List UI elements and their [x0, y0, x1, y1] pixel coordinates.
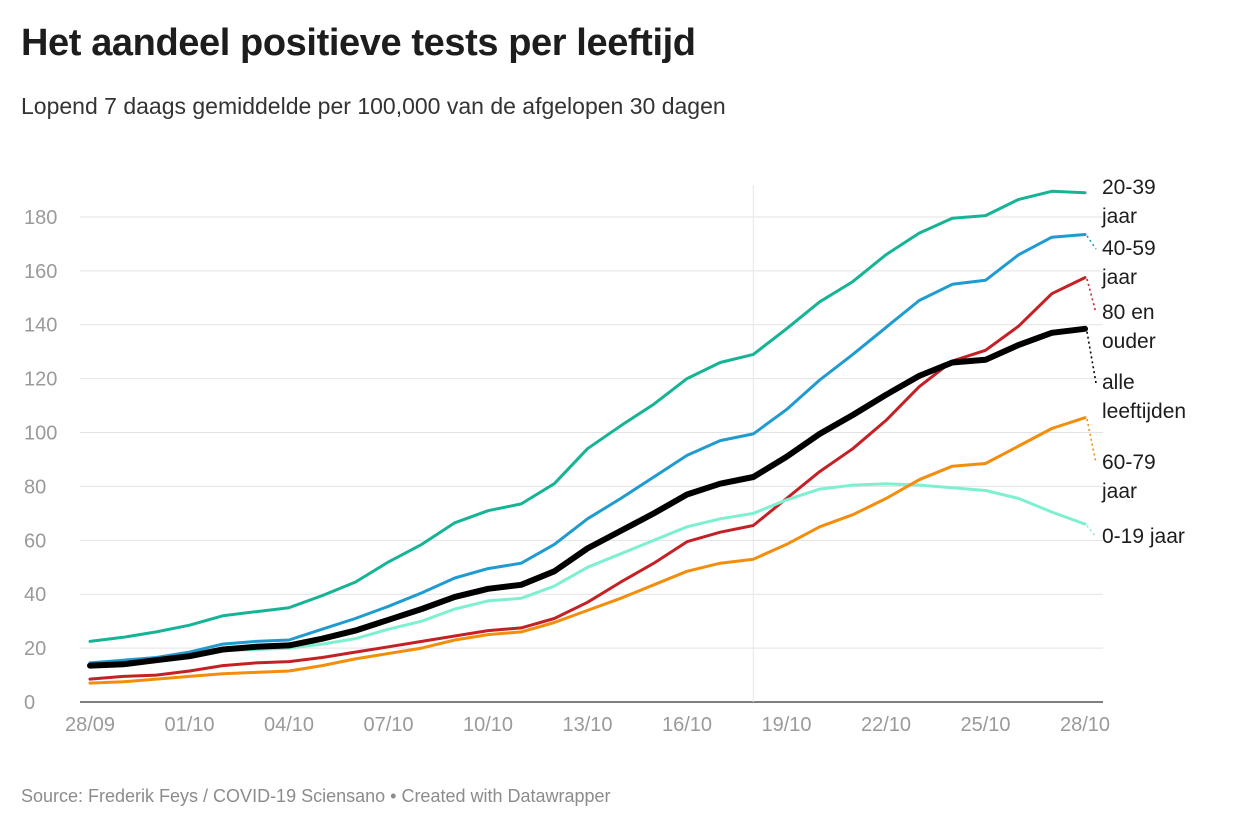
- label-connector: [1086, 331, 1097, 384]
- series-label-alle-leeftijden: alle leeftijden: [1102, 371, 1186, 423]
- series-line-80-en-ouder: [88, 276, 1087, 681]
- y-tick-label: 60: [24, 530, 46, 552]
- y-tick-label: 100: [24, 423, 57, 445]
- label-connector: [1086, 278, 1097, 314]
- series-line-20-39-jaar: [88, 189, 1087, 643]
- y-tick-label: 180: [24, 207, 57, 229]
- series-label-40-59-jaar: 40-59 jaar: [1101, 237, 1156, 289]
- series-label-60-79-jaar: 60-79 jaar: [1101, 451, 1156, 503]
- y-tick-label: 160: [24, 261, 57, 283]
- gridlines: [80, 185, 1103, 703]
- x-tick-label: 07/10: [363, 714, 413, 736]
- x-tick-label: 19/10: [761, 714, 811, 736]
- y-tick-label: 40: [24, 584, 46, 606]
- y-tick-label: 140: [24, 315, 57, 337]
- series-line-0-19-jaar: [88, 482, 1087, 669]
- series-label-80-en-ouder: 80 en ouder: [1102, 301, 1156, 353]
- y-tick-label: 80: [24, 476, 46, 498]
- x-tick-label: 04/10: [264, 714, 314, 736]
- x-tick-label: 25/10: [960, 714, 1010, 736]
- y-tick-label: 0: [24, 692, 35, 714]
- chart-subtitle: Lopend 7 daags gemiddelde per 100,000 va…: [21, 93, 726, 119]
- series-line-40-59-jaar: [88, 233, 1087, 665]
- x-tick-label: 01/10: [164, 714, 214, 736]
- y-axis: 0 20 40 60 80 100 120 140 160 180: [24, 207, 57, 714]
- series-label-20-39-jaar: 20-39 jaar: [1101, 176, 1156, 228]
- x-tick-label: 28/09: [65, 714, 115, 736]
- x-tick-label: 22/10: [861, 714, 911, 736]
- y-tick-label: 120: [24, 369, 57, 391]
- line-chart: 0 20 40 60 80 100 120 140 160 180 28/09 01/10 04/10…: [24, 176, 1186, 736]
- label-connector: [1086, 419, 1097, 464]
- series-line-60-79-jaar: [88, 416, 1087, 685]
- series-lines: [87, 189, 1088, 685]
- x-tick-label: 13/10: [562, 714, 612, 736]
- source-note: Source: Frederik Feys / COVID-19 Sciensa…: [21, 786, 611, 806]
- series-line-alle-leeftijden: [87, 325, 1088, 669]
- series-labels: 20-39 jaar 40-59 jaar 80 en ouder 0-19 jaar 60-…: [1086, 176, 1186, 548]
- chart-title: Het aandeel positieve tests per leeftijd: [21, 22, 696, 64]
- series-label-0-19-jaar: 0-19 jaar: [1102, 525, 1185, 548]
- label-connector: [1086, 525, 1097, 538]
- x-tick-label: 16/10: [662, 714, 712, 736]
- x-axis: 28/09 01/10 04/10 07/10 10/10 13/10 16/10 19/10…: [65, 714, 1110, 736]
- label-connector: [1086, 235, 1097, 250]
- x-tick-label: 28/10: [1060, 714, 1110, 736]
- x-tick-label: 10/10: [463, 714, 513, 736]
- y-tick-label: 20: [24, 638, 46, 660]
